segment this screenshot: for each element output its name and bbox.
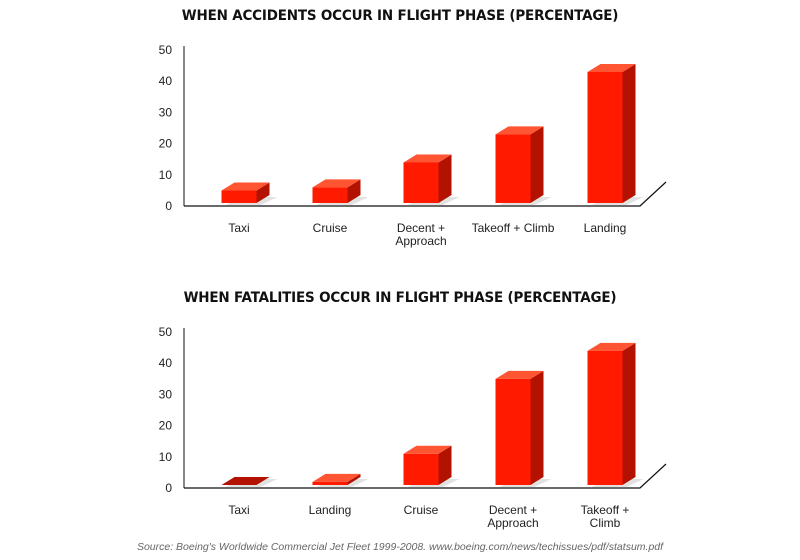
x-category-label: Takeoff + Climb [472,221,555,235]
bar-side [622,63,636,204]
x-category-label: Takeoff + Climb [581,503,630,530]
x-category-label-line: Approach [487,516,538,530]
x-category-label-line: Climb [590,516,621,530]
bar-side [256,182,270,203]
y-tick-label: 0 [165,481,172,495]
bar-side [438,445,452,485]
x-category-label: Cruise [404,503,439,517]
y-tick-label: 30 [159,105,173,119]
x-axis-floor-line [184,463,667,489]
x-category-label: Decent + Approach [487,503,538,530]
bar [403,162,439,203]
bar-top [587,63,636,72]
bar [403,453,439,485]
x-category-label: Landing [584,221,627,235]
y-tick-label: 10 [159,450,173,464]
bar [312,187,348,203]
bar-top [312,179,361,188]
bar-side [530,126,544,203]
x-category-label: Cruise [313,221,348,235]
y-tick-label: 40 [159,356,173,370]
x-category-label-line: Takeoff + [581,503,630,517]
x-category-label-line: Cruise [404,503,439,517]
source-note: Source: Boeing's Worldwide Commercial Je… [136,541,664,553]
bar [587,71,623,204]
accidents-bar-chart: 0 10 20 30 40 50 Taxi Cruise Decent + Approach Tak… [159,43,667,248]
x-category-label: Taxi [228,503,249,517]
y-tick-label: 30 [159,387,173,401]
x-category-label: Taxi [228,221,249,235]
bar-top [403,445,452,454]
bar-top [221,477,270,485]
y-tick-label: 50 [159,325,173,339]
bar-top [221,182,270,191]
y-tick-label: 0 [165,199,172,213]
bar-top [312,473,361,482]
x-category-label-line: Landing [309,503,352,517]
bar [495,134,531,203]
x-category-label: Decent + Approach [395,221,446,248]
x-category-label-line: Takeoff + Climb [472,221,555,235]
bar-top [587,342,636,351]
bar-side [347,179,361,203]
bar-side [622,342,636,485]
bar-top [403,154,452,163]
x-category-label-line: Landing [584,221,627,235]
y-tick-label: 20 [159,137,173,151]
y-tick-label: 40 [159,74,173,88]
bar [221,190,257,203]
y-tick-label: 20 [159,419,173,433]
chart-title-fatalities: WHEN FATALITIES OCCUR IN FLIGHT PHASE (P… [183,290,617,306]
x-category-label: Landing [309,503,352,517]
x-category-label-line: Decent + [489,503,537,517]
x-category-label-line: Decent + [397,221,445,235]
bar-side [530,370,544,485]
x-category-label-line: Taxi [228,503,249,517]
bar-side [347,473,361,485]
chart-title-accidents: WHEN ACCIDENTS OCCUR IN FLIGHT PHASE (PE… [181,8,619,24]
bar-top [495,370,544,379]
y-tick-label: 10 [159,168,173,182]
bar-side [438,154,452,203]
x-category-label-line: Cruise [313,221,348,235]
bar [495,378,531,485]
bar [312,481,348,485]
x-category-label-line: Approach [395,234,446,248]
bar [587,350,623,485]
fatalities-bar-chart: 0 10 20 30 40 50 Taxi Landing Cruise Decent + Appr… [159,325,667,530]
y-tick-label: 50 [159,43,173,57]
x-axis-floor-line [184,181,667,207]
bar-top [495,126,544,135]
x-category-label-line: Taxi [228,221,249,235]
